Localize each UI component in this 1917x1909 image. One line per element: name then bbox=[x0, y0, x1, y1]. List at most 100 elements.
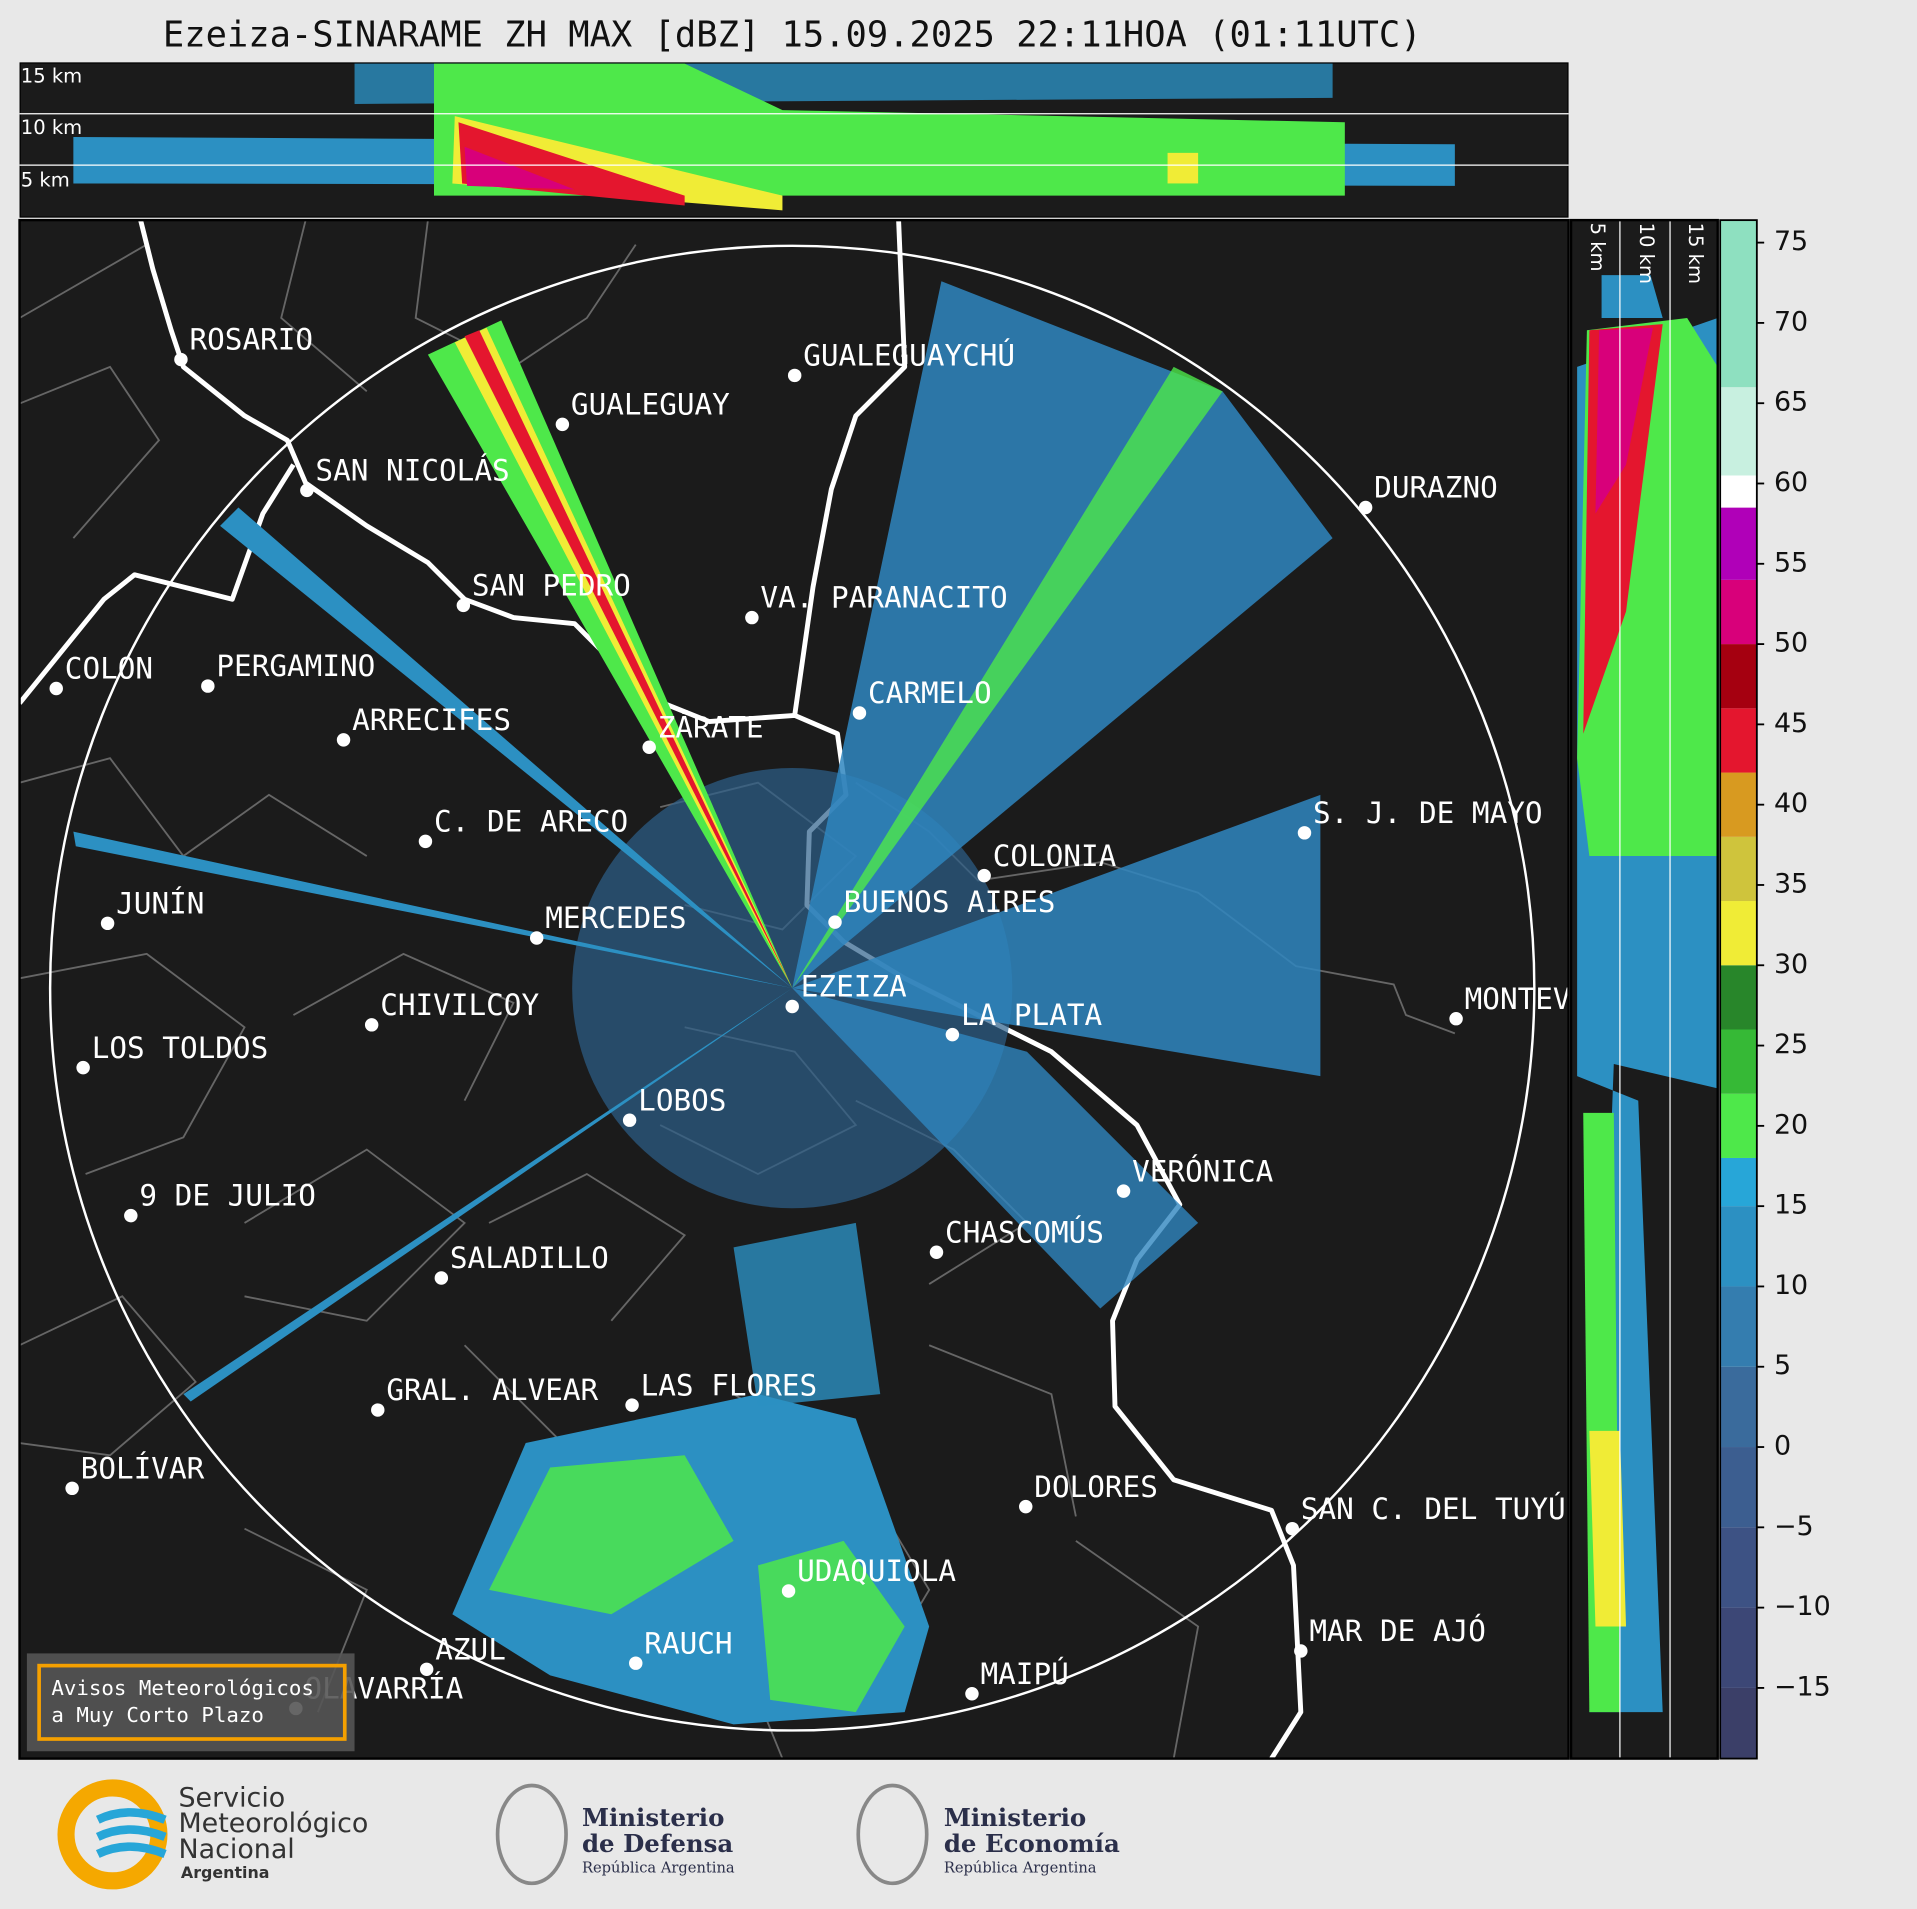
colorbar-bin bbox=[1720, 1687, 1757, 1759]
echo bbox=[1589, 1430, 1627, 1627]
city-label: SALADILLO bbox=[450, 1241, 609, 1275]
city-marker bbox=[1449, 1011, 1463, 1026]
colorbar-tick-label: 45 bbox=[1774, 708, 1808, 739]
height-label: 5 km bbox=[1586, 223, 1609, 272]
height-label: 15 km bbox=[1684, 223, 1707, 284]
colorbar-bin bbox=[1720, 579, 1757, 645]
city-label: GRAL. ALVEAR bbox=[386, 1373, 598, 1407]
colorbar-tick-label: 70 bbox=[1774, 306, 1808, 337]
side-panel: 5 km 10 km 15 km bbox=[1571, 220, 1718, 1759]
city-label: GUALEGUAYCHÚ bbox=[803, 337, 1015, 373]
logo-text: Servicio bbox=[178, 1782, 285, 1813]
range-ring bbox=[48, 244, 1536, 1732]
city-marker bbox=[828, 915, 842, 929]
height-label: 10 km bbox=[21, 116, 82, 139]
echo bbox=[434, 63, 1345, 196]
colorbar-tick-label: 5 bbox=[1774, 1350, 1791, 1381]
city-label: C. DE ARECO bbox=[434, 805, 628, 839]
colorbar-tick-label: 25 bbox=[1774, 1029, 1808, 1060]
notice-text: a Muy Corto Plazo bbox=[51, 1703, 264, 1727]
notice: Avisos Meteorológicos a Muy Corto Plazo bbox=[26, 1653, 355, 1752]
colorbar-tick-label: 30 bbox=[1774, 949, 1808, 980]
city-label: BOLÍVAR bbox=[81, 1450, 205, 1485]
city-marker bbox=[642, 740, 656, 754]
city-label: CHIVILCOY bbox=[380, 988, 539, 1022]
logo-text: Ministerio bbox=[582, 1803, 724, 1832]
city-marker bbox=[852, 706, 867, 720]
colorbar-bin bbox=[1720, 708, 1757, 773]
city-marker bbox=[929, 1245, 944, 1260]
echo bbox=[183, 988, 793, 1402]
colorbar-tick-label: 50 bbox=[1774, 628, 1808, 659]
city-label: ZÁRATE bbox=[658, 709, 764, 744]
city-marker bbox=[977, 868, 991, 883]
city-marker bbox=[419, 1662, 434, 1677]
echo bbox=[1595, 327, 1653, 514]
city-marker bbox=[174, 352, 188, 367]
city-label: MERCEDES bbox=[545, 901, 686, 935]
colorbar-tick-label: −5 bbox=[1774, 1511, 1814, 1542]
coat-of-arms bbox=[856, 1783, 929, 1886]
city-marker bbox=[965, 1687, 979, 1701]
logo-text: Argentina bbox=[181, 1863, 270, 1882]
colorbar-tick-label: 75 bbox=[1774, 226, 1808, 257]
colorbar-bin bbox=[1720, 772, 1757, 837]
city-marker bbox=[201, 679, 215, 693]
notice-bg bbox=[26, 1653, 355, 1752]
city-marker bbox=[364, 1018, 379, 1032]
city-marker bbox=[76, 1060, 90, 1075]
echo bbox=[733, 1222, 881, 1407]
city-label: UDAQUIOLA bbox=[797, 1554, 956, 1588]
city-marker bbox=[336, 733, 351, 747]
city-marker bbox=[456, 598, 471, 613]
city-marker bbox=[785, 999, 799, 1014]
city-marker bbox=[65, 1481, 79, 1496]
echo bbox=[757, 1540, 905, 1713]
city-label: GUALEGUAY bbox=[571, 388, 730, 422]
echo bbox=[220, 507, 793, 989]
city-label: SAN C. DEL TUYÚ bbox=[1301, 1490, 1566, 1526]
city-marker bbox=[418, 834, 433, 849]
colorbar-tick-label: 10 bbox=[1774, 1270, 1808, 1301]
city-label: MAR DE AJÓ bbox=[1309, 1612, 1486, 1648]
city-marker bbox=[1285, 1521, 1299, 1536]
city-marker bbox=[625, 1398, 639, 1412]
logo-text: Nacional bbox=[178, 1834, 294, 1865]
colorbar-tick-label: 55 bbox=[1774, 547, 1808, 578]
city-label: 9 DE JULIO bbox=[139, 1179, 316, 1213]
colorbar-bin bbox=[1720, 965, 1757, 1030]
logo-text: de Economía bbox=[944, 1829, 1120, 1858]
city-label: DURAZNO bbox=[1374, 471, 1498, 505]
city-label: PERGAMINO bbox=[216, 649, 375, 683]
echo bbox=[464, 330, 793, 989]
city-label: CHASCOMÚS bbox=[945, 1213, 1104, 1249]
colorbar-tick-label: −15 bbox=[1774, 1671, 1831, 1702]
city-marker bbox=[434, 1271, 449, 1285]
colorbar-bin bbox=[1720, 1286, 1757, 1367]
echo bbox=[427, 320, 793, 989]
city-marker bbox=[124, 1208, 138, 1223]
logo-text: República Argentina bbox=[582, 1860, 735, 1877]
title: Ezeiza-SINARAME ZH MAX [dBZ] 15.09.2025 … bbox=[163, 15, 1422, 56]
city-label: COLON bbox=[65, 652, 153, 686]
city-label: ROSARIO bbox=[189, 323, 313, 357]
city-label: VERÓNICA bbox=[1132, 1152, 1274, 1188]
colorbar-bin bbox=[1720, 220, 1757, 388]
colorbar-tick-label: −10 bbox=[1774, 1591, 1831, 1622]
colorbar-tick-label: 40 bbox=[1774, 788, 1808, 819]
echo bbox=[464, 146, 575, 190]
city-marker bbox=[745, 610, 759, 625]
colorbar-bin bbox=[1720, 475, 1757, 508]
height-label: 15 km bbox=[21, 65, 82, 88]
city-label: SAN NICOLÁS bbox=[315, 453, 509, 488]
city-marker bbox=[781, 1584, 796, 1598]
colorbar-bin bbox=[1720, 1527, 1757, 1608]
smn-logo bbox=[95, 1808, 167, 1858]
echo bbox=[454, 327, 793, 989]
colorbar-bin bbox=[1720, 901, 1757, 966]
colorbar-tick-label: 65 bbox=[1774, 387, 1808, 418]
height-label: 10 km bbox=[1635, 223, 1658, 284]
